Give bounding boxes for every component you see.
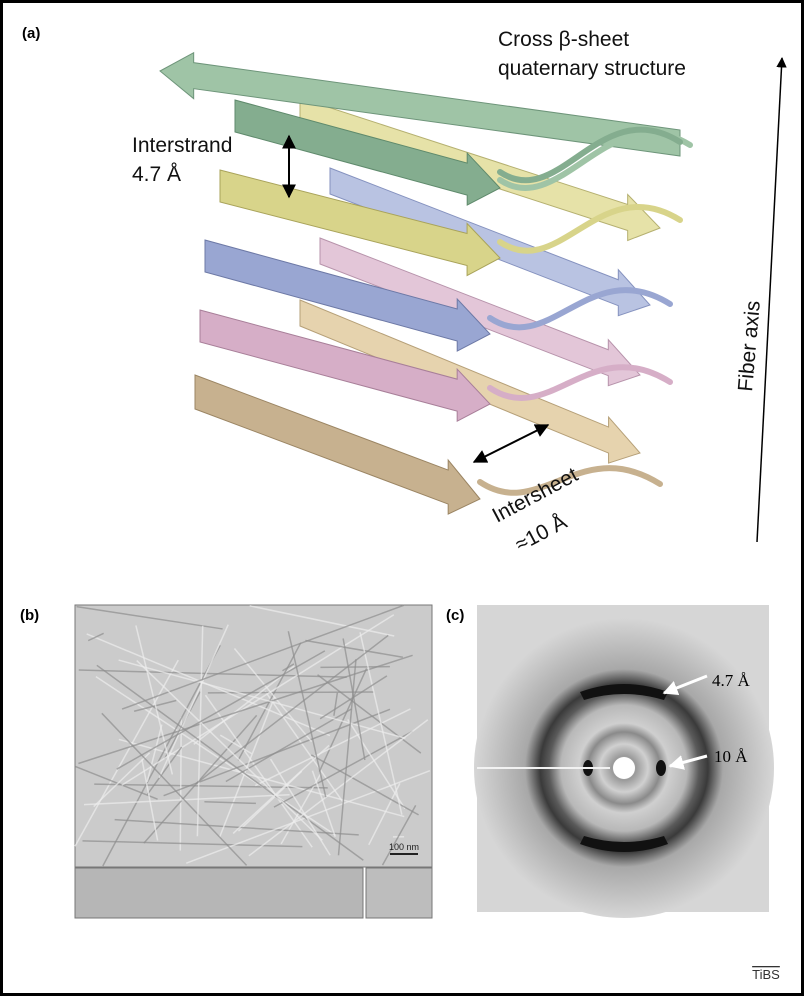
panel-label: (a) — [22, 25, 40, 42]
title: Cross β-sheet — [498, 28, 629, 51]
fibril — [208, 692, 374, 693]
title: quaternary structure — [498, 57, 686, 80]
annotation: 4.7 Å — [132, 163, 181, 186]
panel-label: (b) — [20, 607, 39, 624]
annotation: 4.7 Å — [712, 671, 751, 690]
panel-label: (c) — [446, 607, 464, 624]
page: (a) Cross β-sheet quaternary structure I… — [0, 0, 804, 996]
annotation: Interstrand — [132, 134, 232, 157]
annotation: 10 Å — [714, 747, 748, 766]
em-inset — [75, 868, 363, 918]
fibril — [180, 717, 181, 850]
scale-label: 100 nm — [389, 842, 419, 852]
figure: (a) Cross β-sheet quaternary structure I… — [0, 0, 804, 996]
beam-center — [613, 757, 635, 779]
equatorial-reflection — [656, 760, 666, 776]
em-inset — [366, 868, 432, 918]
logo: TiBS — [752, 967, 780, 982]
